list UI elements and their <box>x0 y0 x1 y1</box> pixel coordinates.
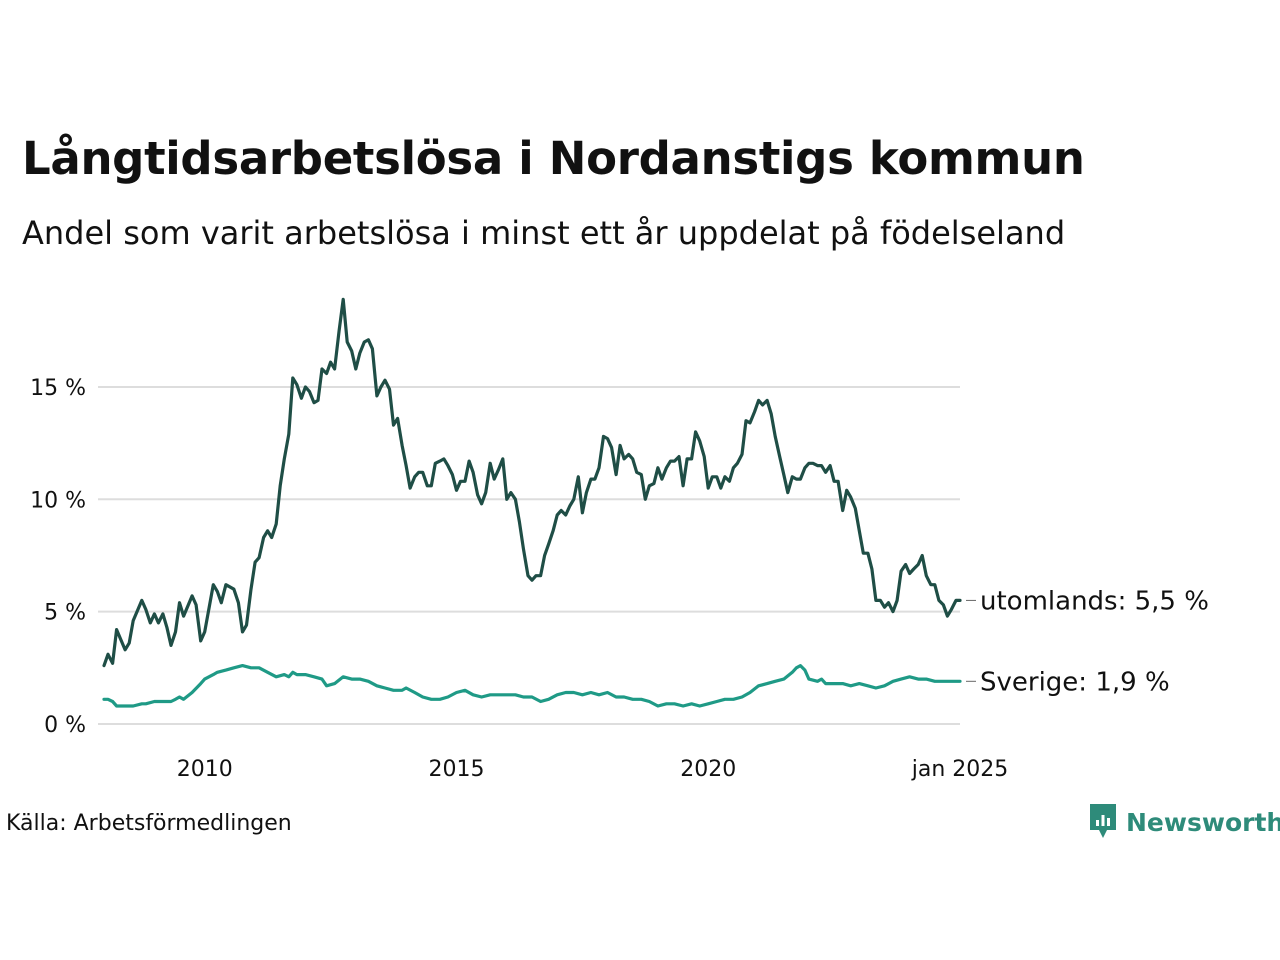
series-end-label: Sverige: 1,9 % <box>980 667 1170 697</box>
series-end-label: utomlands: 5,5 % <box>980 586 1209 616</box>
y-tick-label: 15 % <box>30 376 86 401</box>
series-line-utomlands <box>102 297 962 668</box>
brand-name: Newsworthy <box>1126 807 1280 837</box>
series-line-sverige <box>102 664 962 708</box>
x-tick-label: 2020 <box>680 757 736 782</box>
y-tick-label: 0 % <box>44 713 86 738</box>
x-tick-label: jan 2025 <box>911 757 1009 782</box>
chart-subtitle: Andel som varit arbetslösa i minst ett å… <box>22 214 1066 252</box>
newsworthy-icon <box>1090 804 1116 838</box>
source-note: Källa: Arbetsförmedlingen <box>6 811 292 836</box>
x-tick-label: 2015 <box>428 757 484 782</box>
chart-title: Långtidsarbetslösa i Nordanstigs kommun <box>22 132 1085 185</box>
y-tick-label: 5 % <box>44 601 86 626</box>
brand-logo: Newsworthy <box>1088 802 1280 842</box>
x-tick-label: 2010 <box>177 757 233 782</box>
y-tick-label: 10 % <box>30 488 86 513</box>
